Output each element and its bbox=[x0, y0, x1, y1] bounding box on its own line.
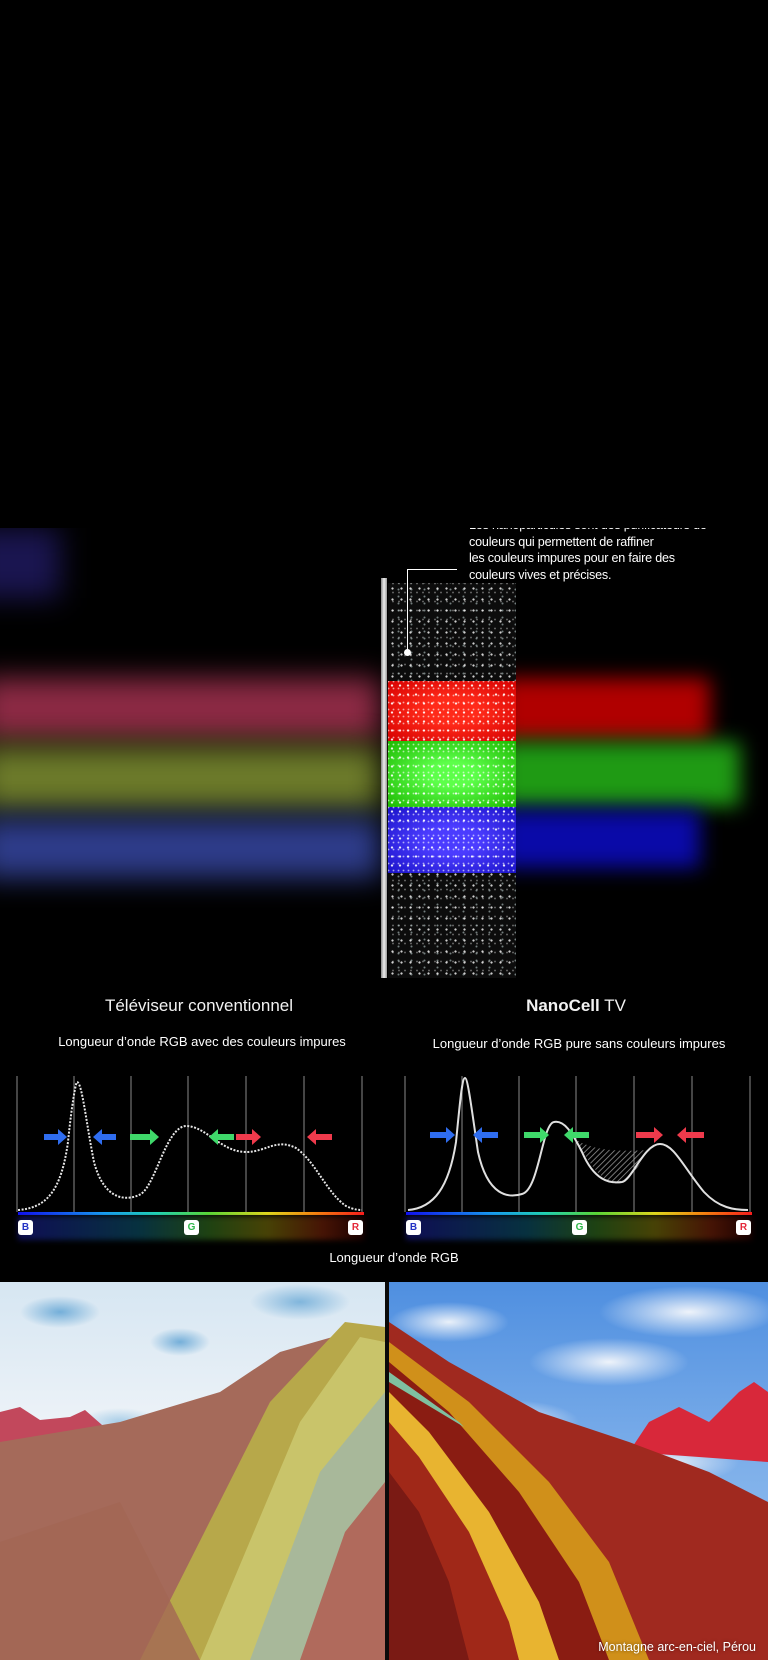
callout-line: couleurs qui permettent de raffiner bbox=[469, 534, 654, 549]
arrow-red-left-icon bbox=[677, 1127, 704, 1143]
impure-blue-beam bbox=[0, 818, 380, 878]
mountain-vivid bbox=[389, 1322, 768, 1660]
badge-green: G bbox=[184, 1220, 199, 1235]
badge-blue: B bbox=[406, 1220, 421, 1235]
arrow-green-right-icon bbox=[130, 1129, 159, 1145]
nanocell-spectrum-chart: B G R bbox=[404, 1072, 754, 1240]
conventional-tv-photo bbox=[0, 1282, 385, 1660]
callout-leader-line-vertical bbox=[407, 569, 408, 651]
callout-leader-line bbox=[407, 569, 457, 570]
spectrum-plot bbox=[404, 1076, 751, 1212]
faint-blue-glow bbox=[0, 528, 60, 598]
nanocell-tv-subtitle: Longueur d’onde RGB pure sans couleurs i… bbox=[432, 1036, 726, 1051]
rainbow-mountain-comparison: Montagne arc-en-ciel, Pérou bbox=[0, 1282, 768, 1660]
conventional-tv-subtitle: Longueur d’onde RGB avec des couleurs im… bbox=[58, 1034, 346, 1049]
mountain-dull bbox=[0, 1322, 385, 1660]
arrow-blue-left-icon bbox=[473, 1127, 498, 1143]
nanocell-tv-title: NanoCell TV bbox=[384, 996, 768, 1016]
spectrum-gradient-bar bbox=[406, 1212, 752, 1215]
spectrum-gradient-bar bbox=[18, 1212, 364, 1215]
pure-blue-beam bbox=[500, 810, 700, 868]
badge-red: R bbox=[348, 1220, 363, 1235]
callout-dot bbox=[404, 649, 411, 656]
conventional-spectrum-chart: B G R bbox=[16, 1072, 366, 1240]
nanocell-spectrum-curve bbox=[407, 1076, 749, 1211]
arrow-red-right-icon bbox=[636, 1127, 663, 1143]
top-blank-area bbox=[0, 0, 768, 528]
badge-blue: B bbox=[18, 1220, 33, 1235]
callout-line: les couleurs impures pour en faire des bbox=[469, 551, 675, 565]
callout-line: Les nanoparticules sont des purificateur… bbox=[469, 528, 768, 534]
nanocell-tv-photo: Montagne arc-en-ciel, Pérou bbox=[389, 1282, 768, 1660]
arrow-green-left-icon bbox=[209, 1129, 234, 1145]
rgb-wavelength-axis-label: Longueur d’onde RGB bbox=[329, 1250, 459, 1265]
nanoparticle-callout-text: Les nanoparticules sont des purificateur… bbox=[469, 528, 768, 583]
impure-green-beam bbox=[0, 746, 380, 810]
arrow-blue-right-icon bbox=[430, 1127, 455, 1143]
pure-green-beam bbox=[500, 742, 740, 806]
arrow-blue-left-icon bbox=[93, 1129, 116, 1145]
badge-green: G bbox=[572, 1220, 587, 1235]
arrow-green-left-icon bbox=[564, 1127, 589, 1143]
nanocell-brand: NanoCell bbox=[526, 996, 600, 1015]
comparison-divider bbox=[385, 1282, 389, 1660]
photo-caption: Montagne arc-en-ciel, Pérou bbox=[598, 1640, 756, 1654]
panel-edge bbox=[381, 578, 387, 978]
nanocell-light-illustration: Les nanoparticules sont des purificateur… bbox=[0, 528, 768, 978]
arrow-green-right-icon bbox=[524, 1127, 549, 1143]
badge-red: R bbox=[736, 1220, 751, 1235]
pure-red-beam bbox=[500, 678, 710, 740]
spectrum-plot bbox=[16, 1076, 363, 1212]
conventional-spectrum-curve bbox=[17, 1080, 363, 1211]
nanocell-title-suffix: TV bbox=[599, 996, 626, 1015]
nanoparticle-sparkles bbox=[388, 681, 516, 873]
arrow-red-left-icon bbox=[307, 1129, 332, 1145]
grid-lines bbox=[404, 1076, 751, 1212]
grid-lines bbox=[16, 1076, 363, 1212]
callout-line: couleurs vives et précises. bbox=[469, 567, 612, 582]
arrow-blue-right-icon bbox=[44, 1129, 67, 1145]
conventional-tv-title: Téléviseur conventionnel bbox=[104, 996, 294, 1015]
arrow-red-right-icon bbox=[236, 1129, 261, 1145]
impure-red-beam bbox=[0, 678, 380, 740]
